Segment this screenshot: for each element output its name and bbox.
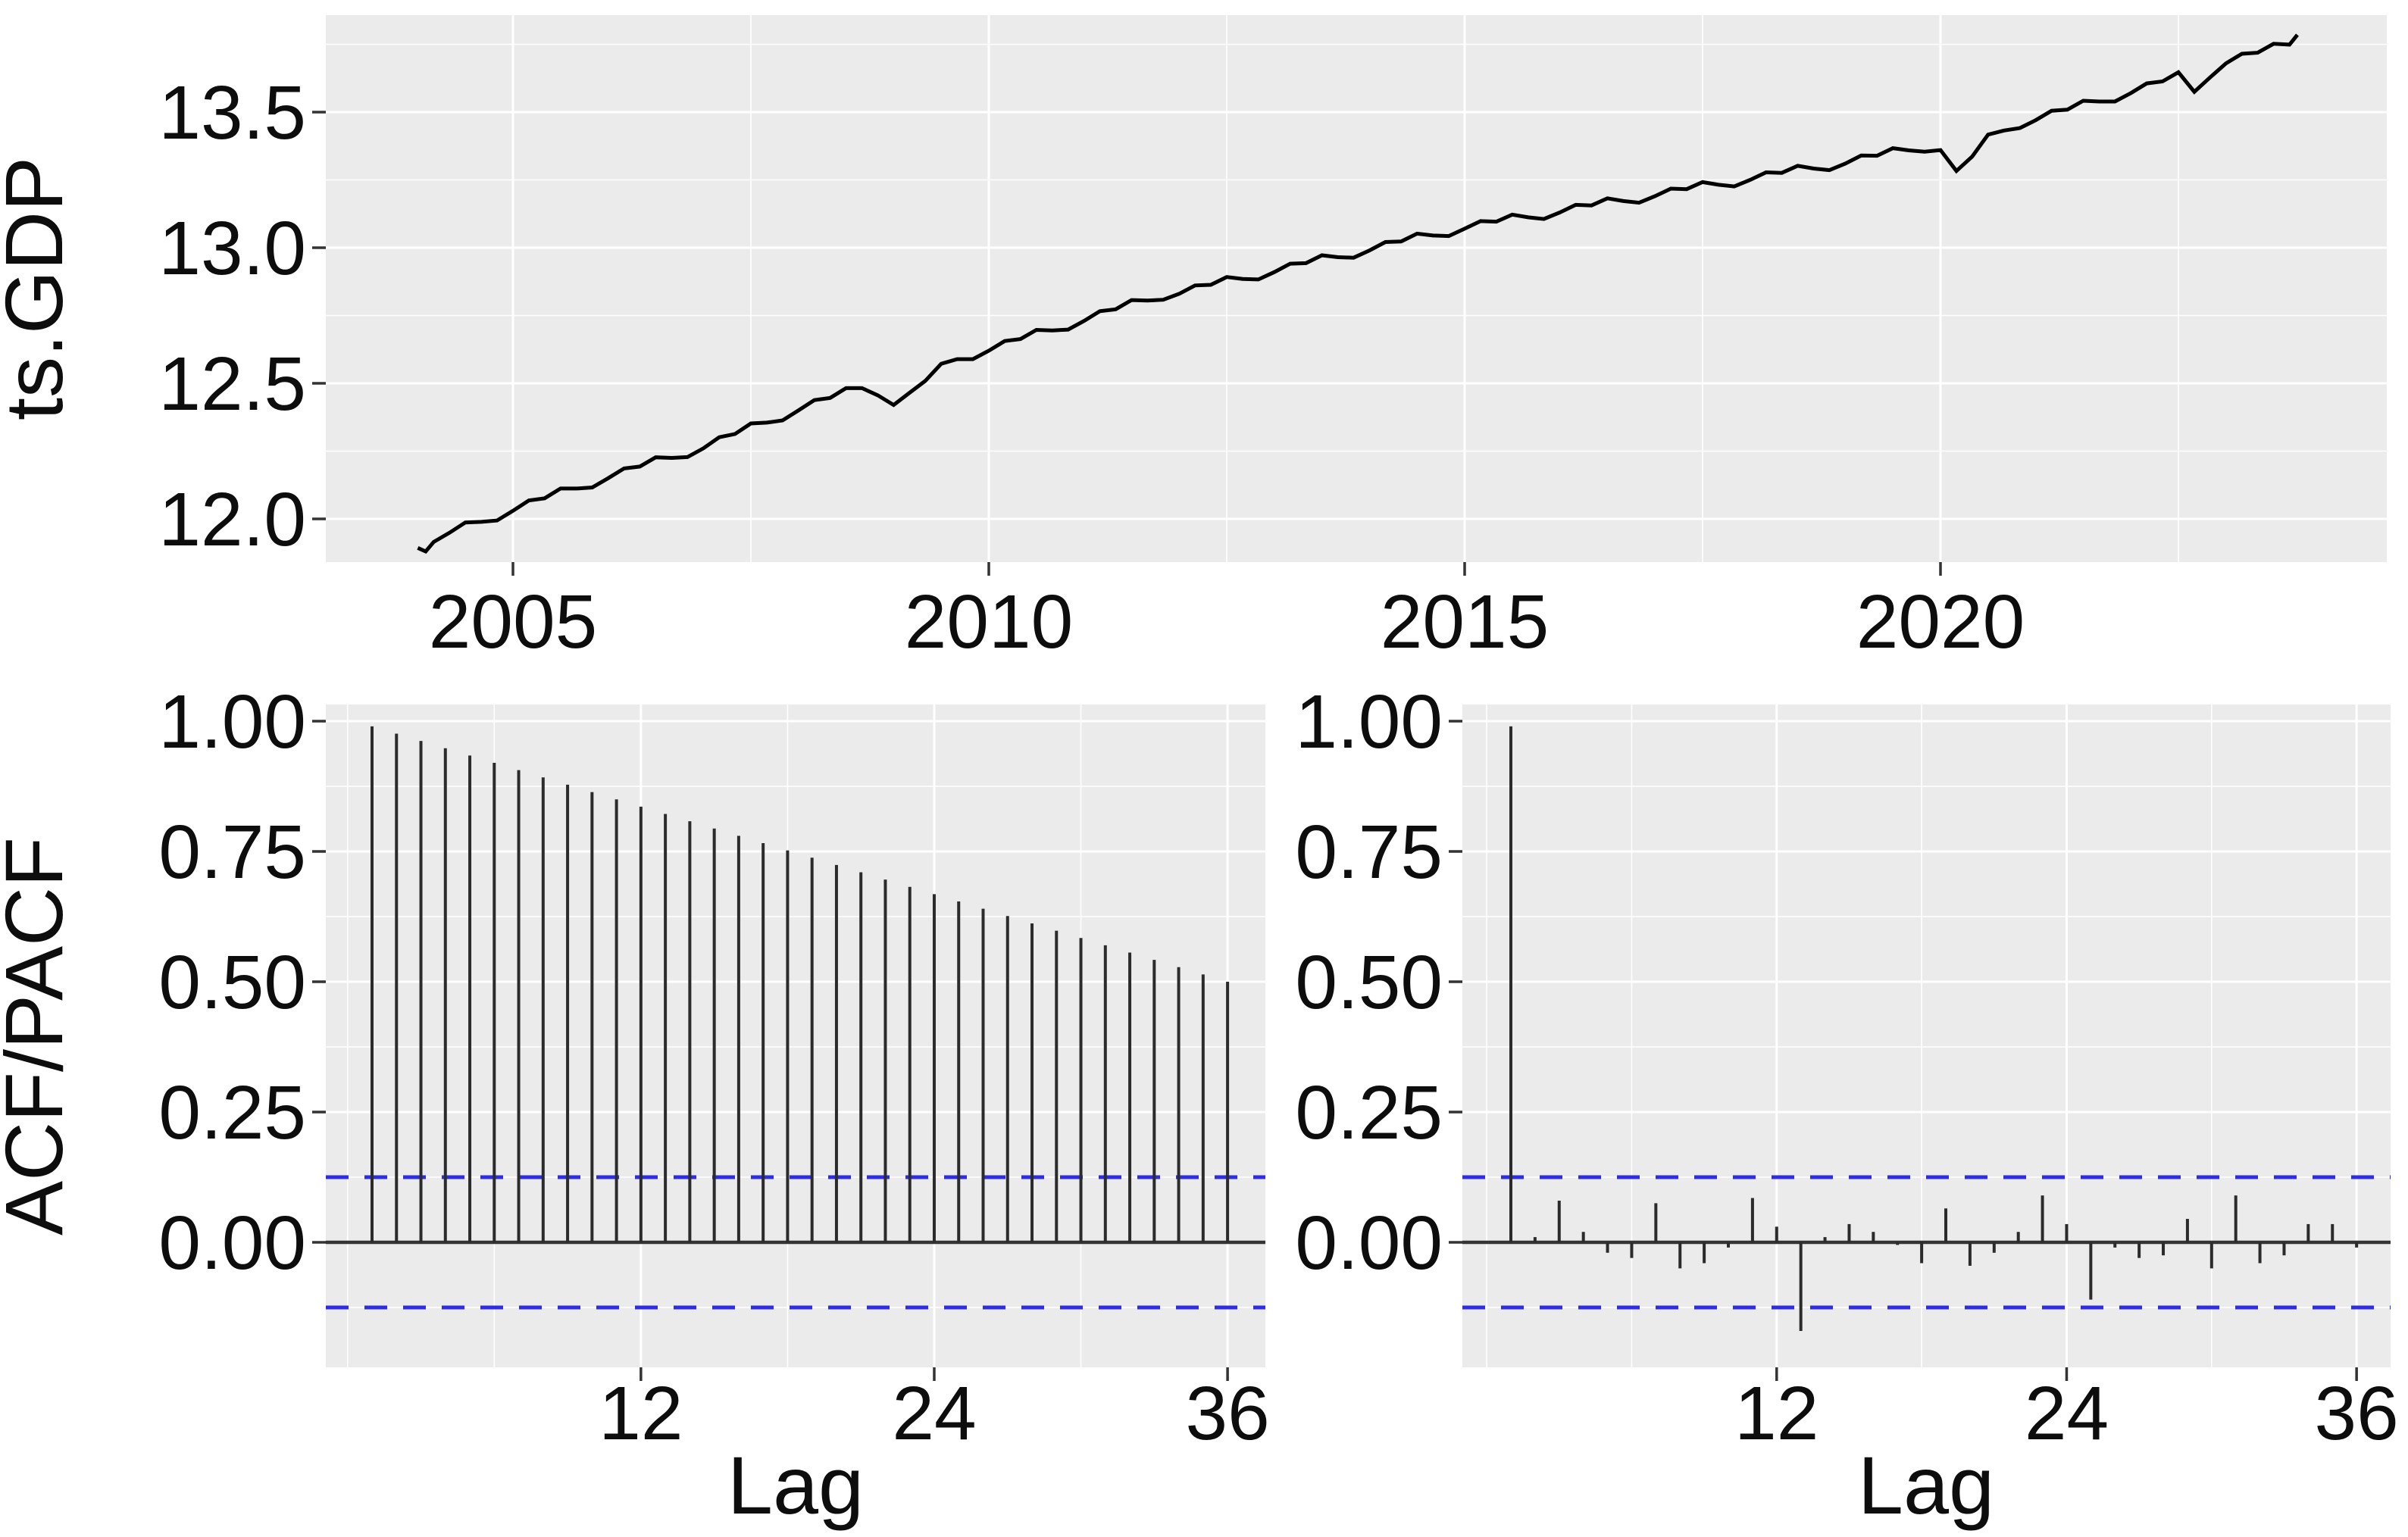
x-tick-label: 36	[1185, 1371, 1269, 1456]
y-tick-label: 12.0	[158, 477, 306, 562]
y-tick-label: 0.25	[158, 1070, 306, 1155]
y-tick-label: 0.00	[158, 1201, 306, 1286]
lag-x-axis-title-left: Lag	[727, 1439, 864, 1531]
x-tick-label: 12	[1734, 1371, 1819, 1456]
acf-chart: 0.00 0.25 0.50 0.75 1.00 12 24 36	[158, 679, 1269, 1456]
pacf-chart-panel-background	[1462, 704, 2391, 1367]
acf-chart-panel-background	[326, 704, 1265, 1367]
x-tick-label: 12	[599, 1371, 683, 1456]
lag-x-axis-title-right: Lag	[1858, 1439, 1994, 1531]
y-tick-label: 0.75	[1295, 810, 1443, 895]
ts-y-axis-title: ts.GDP	[0, 157, 80, 420]
y-tick-label: 12.5	[158, 342, 306, 426]
y-tick-label: 0.00	[1295, 1201, 1443, 1286]
acf-y-axis-title: ACF/PACF	[0, 837, 80, 1236]
y-tick-label: 1.00	[1295, 679, 1443, 764]
y-tick-label: 0.25	[1295, 1070, 1443, 1155]
x-tick-label: 2020	[1856, 579, 2025, 664]
x-tick-label: 2015	[1381, 579, 1549, 664]
top-panel-background	[326, 15, 2387, 562]
x-tick-label: 2010	[905, 579, 1073, 664]
y-tick-label: 0.50	[158, 940, 306, 1025]
x-tick-label: 36	[2315, 1371, 2399, 1456]
y-tick-label: 0.75	[158, 810, 306, 895]
y-tick-label: 1.00	[158, 679, 306, 764]
x-tick-label: 2005	[429, 579, 597, 664]
y-tick-label: 0.50	[1295, 940, 1443, 1025]
pacf-chart: 0.00 0.25 0.50 0.75 1.00 12 24 36	[1295, 679, 2398, 1456]
y-tick-label: 13.5	[158, 70, 306, 155]
x-tick-label: 24	[892, 1371, 976, 1456]
y-tick-label: 13.0	[158, 206, 306, 291]
top-chart: 12.0 12.5 13.0 13.5 2005 2010 2015 2020	[158, 15, 2387, 664]
x-tick-label: 24	[2025, 1371, 2109, 1456]
gdp-series-line	[417, 33, 2299, 555]
